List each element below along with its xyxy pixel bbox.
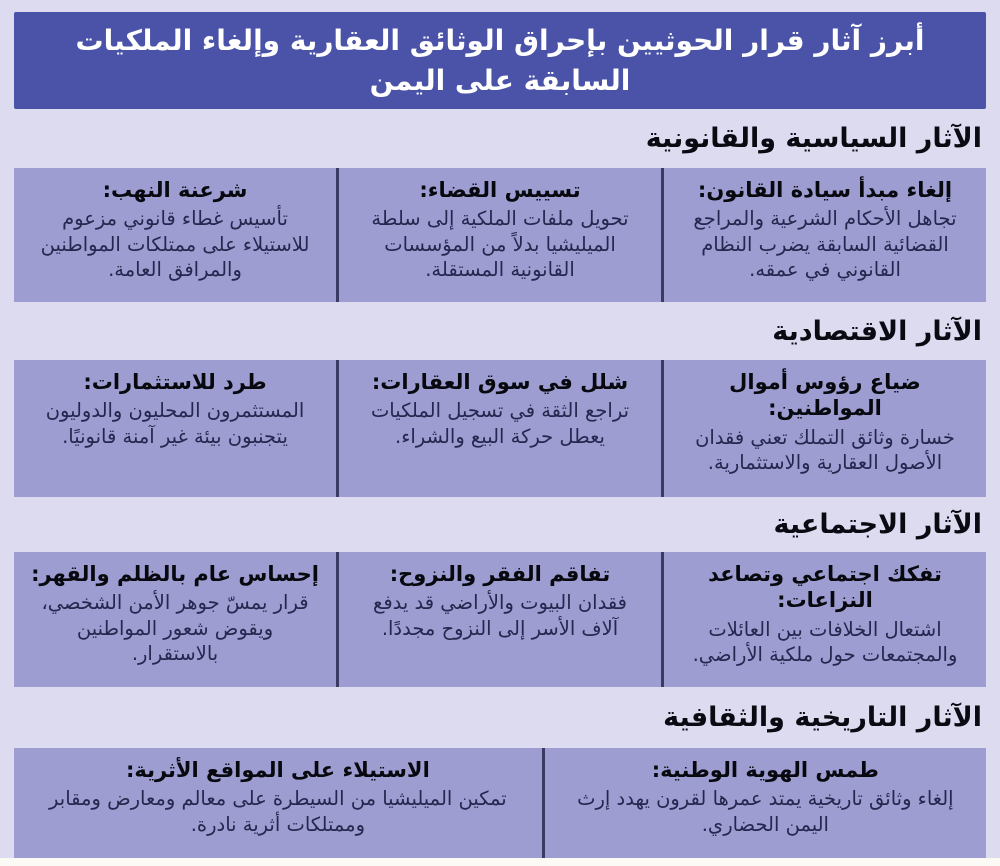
- effect-card: إلغاء مبدأ سيادة القانون: تجاهل الأحكام …: [664, 168, 986, 302]
- card-body: تمكين الميليشيا من السيطرة على معالم ومع…: [49, 787, 507, 836]
- effect-card: تسييس القضاء: تحويل ملفات الملكية إلى سل…: [339, 168, 661, 302]
- cards-row-economic: ضياع رؤوس أموال المواطنين: خسارة وثائق ا…: [14, 360, 986, 497]
- effect-card: إحساس عام بالظلم والقهر: قرار يمسّ جوهر …: [14, 552, 336, 687]
- effect-card: طمس الهوية الوطنية: إلغاء وثائق تاريخية …: [544, 748, 986, 858]
- effect-card: طرد للاستثمارات: المستثمرون المحليون وال…: [14, 360, 336, 497]
- card-body: قرار يمسّ جوهر الأمن الشخصي، ويقوض شعور …: [41, 591, 309, 665]
- card-title: شرعنة النهب:: [102, 178, 248, 202]
- card-body: إلغاء وثائق تاريخية يمتد عمرها لقرون يهد…: [577, 787, 954, 836]
- card-body: تجاهل الأحكام الشرعية والمراجع القضائية …: [693, 207, 957, 281]
- infographic-header: أبرز آثار قرار الحوثيين بإحراق الوثائق ا…: [14, 12, 986, 109]
- section-heading-economic: الآثار الاقتصادية: [772, 315, 982, 347]
- card-body: فقدان البيوت والأراضي قد يدفع آلاف الأسر…: [372, 591, 628, 640]
- card-body: اشتعال الخلافات بين العائلات والمجتمعات …: [692, 617, 958, 666]
- card-title: تفاقم الفقر والنزوح:: [389, 562, 611, 586]
- card-body: تحويل ملفات الملكية إلى سلطة الميليشيا ب…: [371, 207, 629, 281]
- card-title: الاستيلاء على المواقع الأثرية:: [125, 758, 430, 782]
- effect-card: تفاقم الفقر والنزوح: فقدان البيوت والأرا…: [339, 552, 661, 687]
- cards-row-historical-cultural: طمس الهوية الوطنية: إلغاء وثائق تاريخية …: [14, 748, 986, 858]
- effect-card: شرعنة النهب: تأسيس غطاء قانوني مزعوم للا…: [14, 168, 336, 302]
- effect-card: ضياع رؤوس أموال المواطنين: خسارة وثائق ا…: [664, 360, 986, 497]
- infographic-title: أبرز آثار قرار الحوثيين بإحراق الوثائق ا…: [75, 23, 925, 97]
- card-title: ضياع رؤوس أموال المواطنين:: [729, 370, 921, 421]
- card-title: تفكك اجتماعي وتصاعد النزاعات:: [708, 562, 942, 613]
- cards-row-social: تفكك اجتماعي وتصاعد النزاعات: اشتعال الخ…: [14, 552, 986, 687]
- card-body: خسارة وثائق التملك تعني فقدان الأصول الع…: [695, 425, 955, 474]
- cards-row-political-legal: إلغاء مبدأ سيادة القانون: تجاهل الأحكام …: [14, 168, 986, 302]
- section-heading-historical-cultural: الآثار التاريخية والثقافية: [663, 702, 982, 733]
- card-title: طمس الهوية الوطنية:: [651, 758, 879, 782]
- effect-card: تفكك اجتماعي وتصاعد النزاعات: اشتعال الخ…: [664, 552, 986, 687]
- card-body: المستثمرون المحليون والدوليون يتجنبون بي…: [45, 399, 305, 448]
- card-title: تسييس القضاء:: [419, 178, 581, 202]
- effect-card: الاستيلاء على المواقع الأثرية: تمكين الم…: [14, 748, 542, 858]
- card-body: تأسيس غطاء قانوني مزعوم للاستيلاء على مم…: [40, 207, 310, 281]
- card-body: تراجع الثقة في تسجيل الملكيات يعطل حركة …: [370, 399, 630, 448]
- card-title: إحساس عام بالظلم والقهر:: [31, 562, 319, 586]
- effect-card: شلل في سوق العقارات: تراجع الثقة في تسجي…: [339, 360, 661, 497]
- section-heading-political-legal: الآثار السياسية والقانونية: [645, 123, 982, 154]
- card-title: إلغاء مبدأ سيادة القانون:: [697, 178, 953, 202]
- section-heading-social: الآثار الاجتماعية: [773, 509, 983, 540]
- card-title: طرد للاستثمارات:: [83, 370, 267, 394]
- card-title: شلل في سوق العقارات:: [371, 370, 629, 394]
